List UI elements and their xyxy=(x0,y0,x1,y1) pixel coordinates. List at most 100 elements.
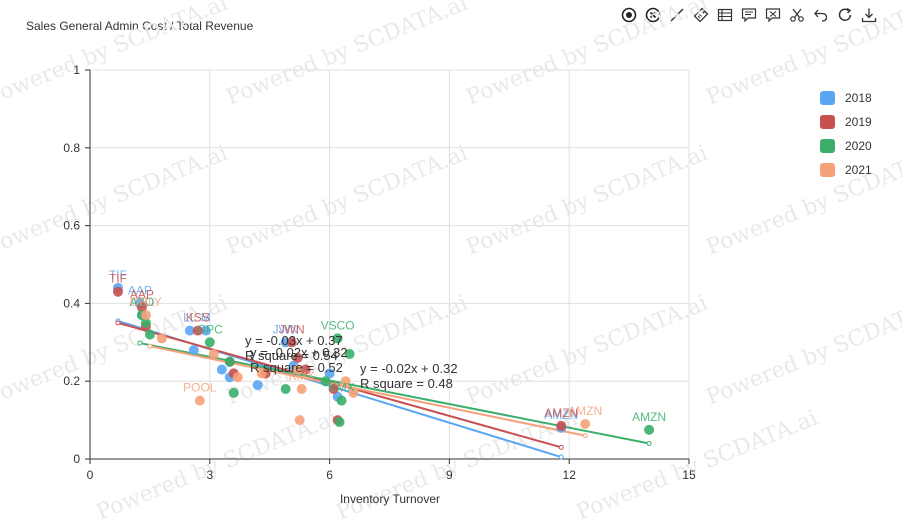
x-tick-label: 3 xyxy=(206,468,213,482)
watermark-text: Powered by SCDATA.ai xyxy=(463,141,711,261)
y-tick-label: 1 xyxy=(73,63,80,77)
scatter-point-2019[interactable] xyxy=(556,420,567,431)
x-tick-label: 6 xyxy=(326,468,333,482)
fit-line-start xyxy=(115,320,121,326)
fit-r-square-2020: R square = 0.48 xyxy=(360,376,453,391)
table-icon[interactable] xyxy=(716,6,734,24)
scatter-point-2021[interactable] xyxy=(292,364,303,375)
x-tick-label: 0 xyxy=(87,468,94,482)
x-axis-name: Inventory Turnover xyxy=(340,492,440,506)
scatter-point-2021[interactable] xyxy=(194,395,205,406)
scatter-point-2020[interactable] xyxy=(204,337,215,348)
scatter-point-2018[interactable] xyxy=(324,368,335,379)
legend-item-2018[interactable]: 2018 xyxy=(820,91,872,105)
scatter-point-2020[interactable] xyxy=(280,383,291,394)
legend: 2018 2019 2020 2021 xyxy=(820,91,872,177)
watermark-text: Powered by SCDATA.ai xyxy=(0,141,231,261)
scatter-point-2018[interactable] xyxy=(200,325,211,336)
y-tick-label: 0.6 xyxy=(63,219,80,233)
watermark-text: Powered by SCDATA.ai xyxy=(463,0,711,111)
scatter-point-2021[interactable] xyxy=(232,372,243,383)
legend-swatch xyxy=(820,91,835,105)
y-tick-label: 0 xyxy=(73,452,80,466)
scatter-point-2021[interactable] xyxy=(140,310,151,321)
scatter-point-2019[interactable] xyxy=(300,364,311,375)
point-layer xyxy=(112,282,655,435)
point-label: AAP xyxy=(130,287,154,301)
scatter-point-2020[interactable] xyxy=(320,376,331,387)
scatter-point-2018[interactable] xyxy=(188,345,199,356)
point-label: TIF xyxy=(109,268,127,282)
download-icon[interactable] xyxy=(860,6,878,24)
point-label: AMZN xyxy=(568,404,602,418)
fit-r-square-2021: R square = 0.52 xyxy=(250,360,343,375)
legend-item-2020[interactable]: 2020 xyxy=(820,139,872,153)
scatter-point-2020[interactable] xyxy=(144,329,155,340)
scatter-point-2018[interactable] xyxy=(216,364,227,375)
scatter-point-2021[interactable] xyxy=(256,368,267,379)
scatter-point-2021[interactable] xyxy=(208,348,219,359)
scatter-point-2019[interactable] xyxy=(192,325,203,336)
watermark-text: Powered by SCDATA.ai xyxy=(223,141,471,261)
x-tick-label: 15 xyxy=(682,468,696,482)
scatter-point-2019[interactable] xyxy=(328,383,339,394)
legend-label: 2019 xyxy=(845,115,872,129)
fit-line-end xyxy=(582,433,588,439)
scatter-point-2020[interactable] xyxy=(344,348,355,359)
fit-equation-2021: y = -0.02x + 0.32 xyxy=(250,345,348,360)
watermark-text: Powered by SCDATA.ai xyxy=(0,0,231,111)
fit-line-end xyxy=(558,444,564,450)
tag-icon[interactable] xyxy=(692,6,710,24)
legend-swatch xyxy=(820,163,835,177)
fit-line-end xyxy=(646,440,652,446)
scatter-point-2020[interactable] xyxy=(224,356,235,367)
scatter-point-2021[interactable] xyxy=(156,333,167,344)
scatter-point-2019[interactable] xyxy=(292,352,303,363)
scatter-point-2019[interactable] xyxy=(286,337,297,348)
point-label: ORLY xyxy=(130,295,162,309)
undo-icon[interactable] xyxy=(812,6,830,24)
scatter-point-2019[interactable] xyxy=(136,302,147,313)
x-tick-label: 9 xyxy=(446,468,453,482)
point-label: POOL xyxy=(183,381,217,395)
comment-icon[interactable] xyxy=(740,6,758,24)
refresh-icon[interactable] xyxy=(836,6,854,24)
scatter-point-2021[interactable] xyxy=(340,376,351,387)
point-label: AZO xyxy=(130,295,155,309)
point-label: AMZN xyxy=(544,406,578,420)
scatter-point-2020[interactable] xyxy=(336,395,347,406)
scatter-point-2021[interactable] xyxy=(296,383,307,394)
scatter-point-2020[interactable] xyxy=(228,387,239,398)
scatter-point-2018[interactable] xyxy=(252,380,263,391)
scissors-icon[interactable] xyxy=(788,6,806,24)
line-draw-icon[interactable] xyxy=(668,6,686,24)
legend-item-2021[interactable]: 2021 xyxy=(820,163,872,177)
fit-line-start xyxy=(137,340,143,346)
legend-item-2019[interactable]: 2019 xyxy=(820,115,872,129)
scatter-point-2020[interactable] xyxy=(644,424,655,435)
point-label: KMX xyxy=(289,369,315,383)
legend-label: 2020 xyxy=(845,139,872,153)
legend-label: 2018 xyxy=(845,91,872,105)
scatter-point-2021[interactable] xyxy=(348,387,359,398)
scatter-point-2020[interactable] xyxy=(332,333,343,344)
watermark-text: Powered by SCDATA.ai xyxy=(223,0,471,111)
watermark-text: Powered by SCDATA.ai xyxy=(703,141,902,261)
scatter-point-2020[interactable] xyxy=(140,317,151,328)
point-label: VSCO xyxy=(321,318,355,332)
scatter-point-2021[interactable] xyxy=(294,415,305,426)
watermark-text: Powered by SCDATA.ai xyxy=(703,0,902,111)
scatter-point-2019[interactable] xyxy=(112,286,123,297)
close-circle-icon[interactable] xyxy=(644,6,662,24)
point-label: KSS xyxy=(186,311,210,325)
scatter-point-2018[interactable] xyxy=(184,325,195,336)
grid-layer xyxy=(89,69,690,460)
chart-title: Sales General Admin Cost / Total Revenue xyxy=(26,19,254,33)
legend-label: 2021 xyxy=(845,163,872,177)
scatter-point-2020[interactable] xyxy=(334,417,345,428)
scatter-point-2021[interactable] xyxy=(580,418,591,429)
fit-equation-2020: y = -0.02x + 0.32 xyxy=(360,361,458,376)
target-icon[interactable] xyxy=(620,6,638,24)
comment-edit-icon[interactable] xyxy=(764,6,782,24)
